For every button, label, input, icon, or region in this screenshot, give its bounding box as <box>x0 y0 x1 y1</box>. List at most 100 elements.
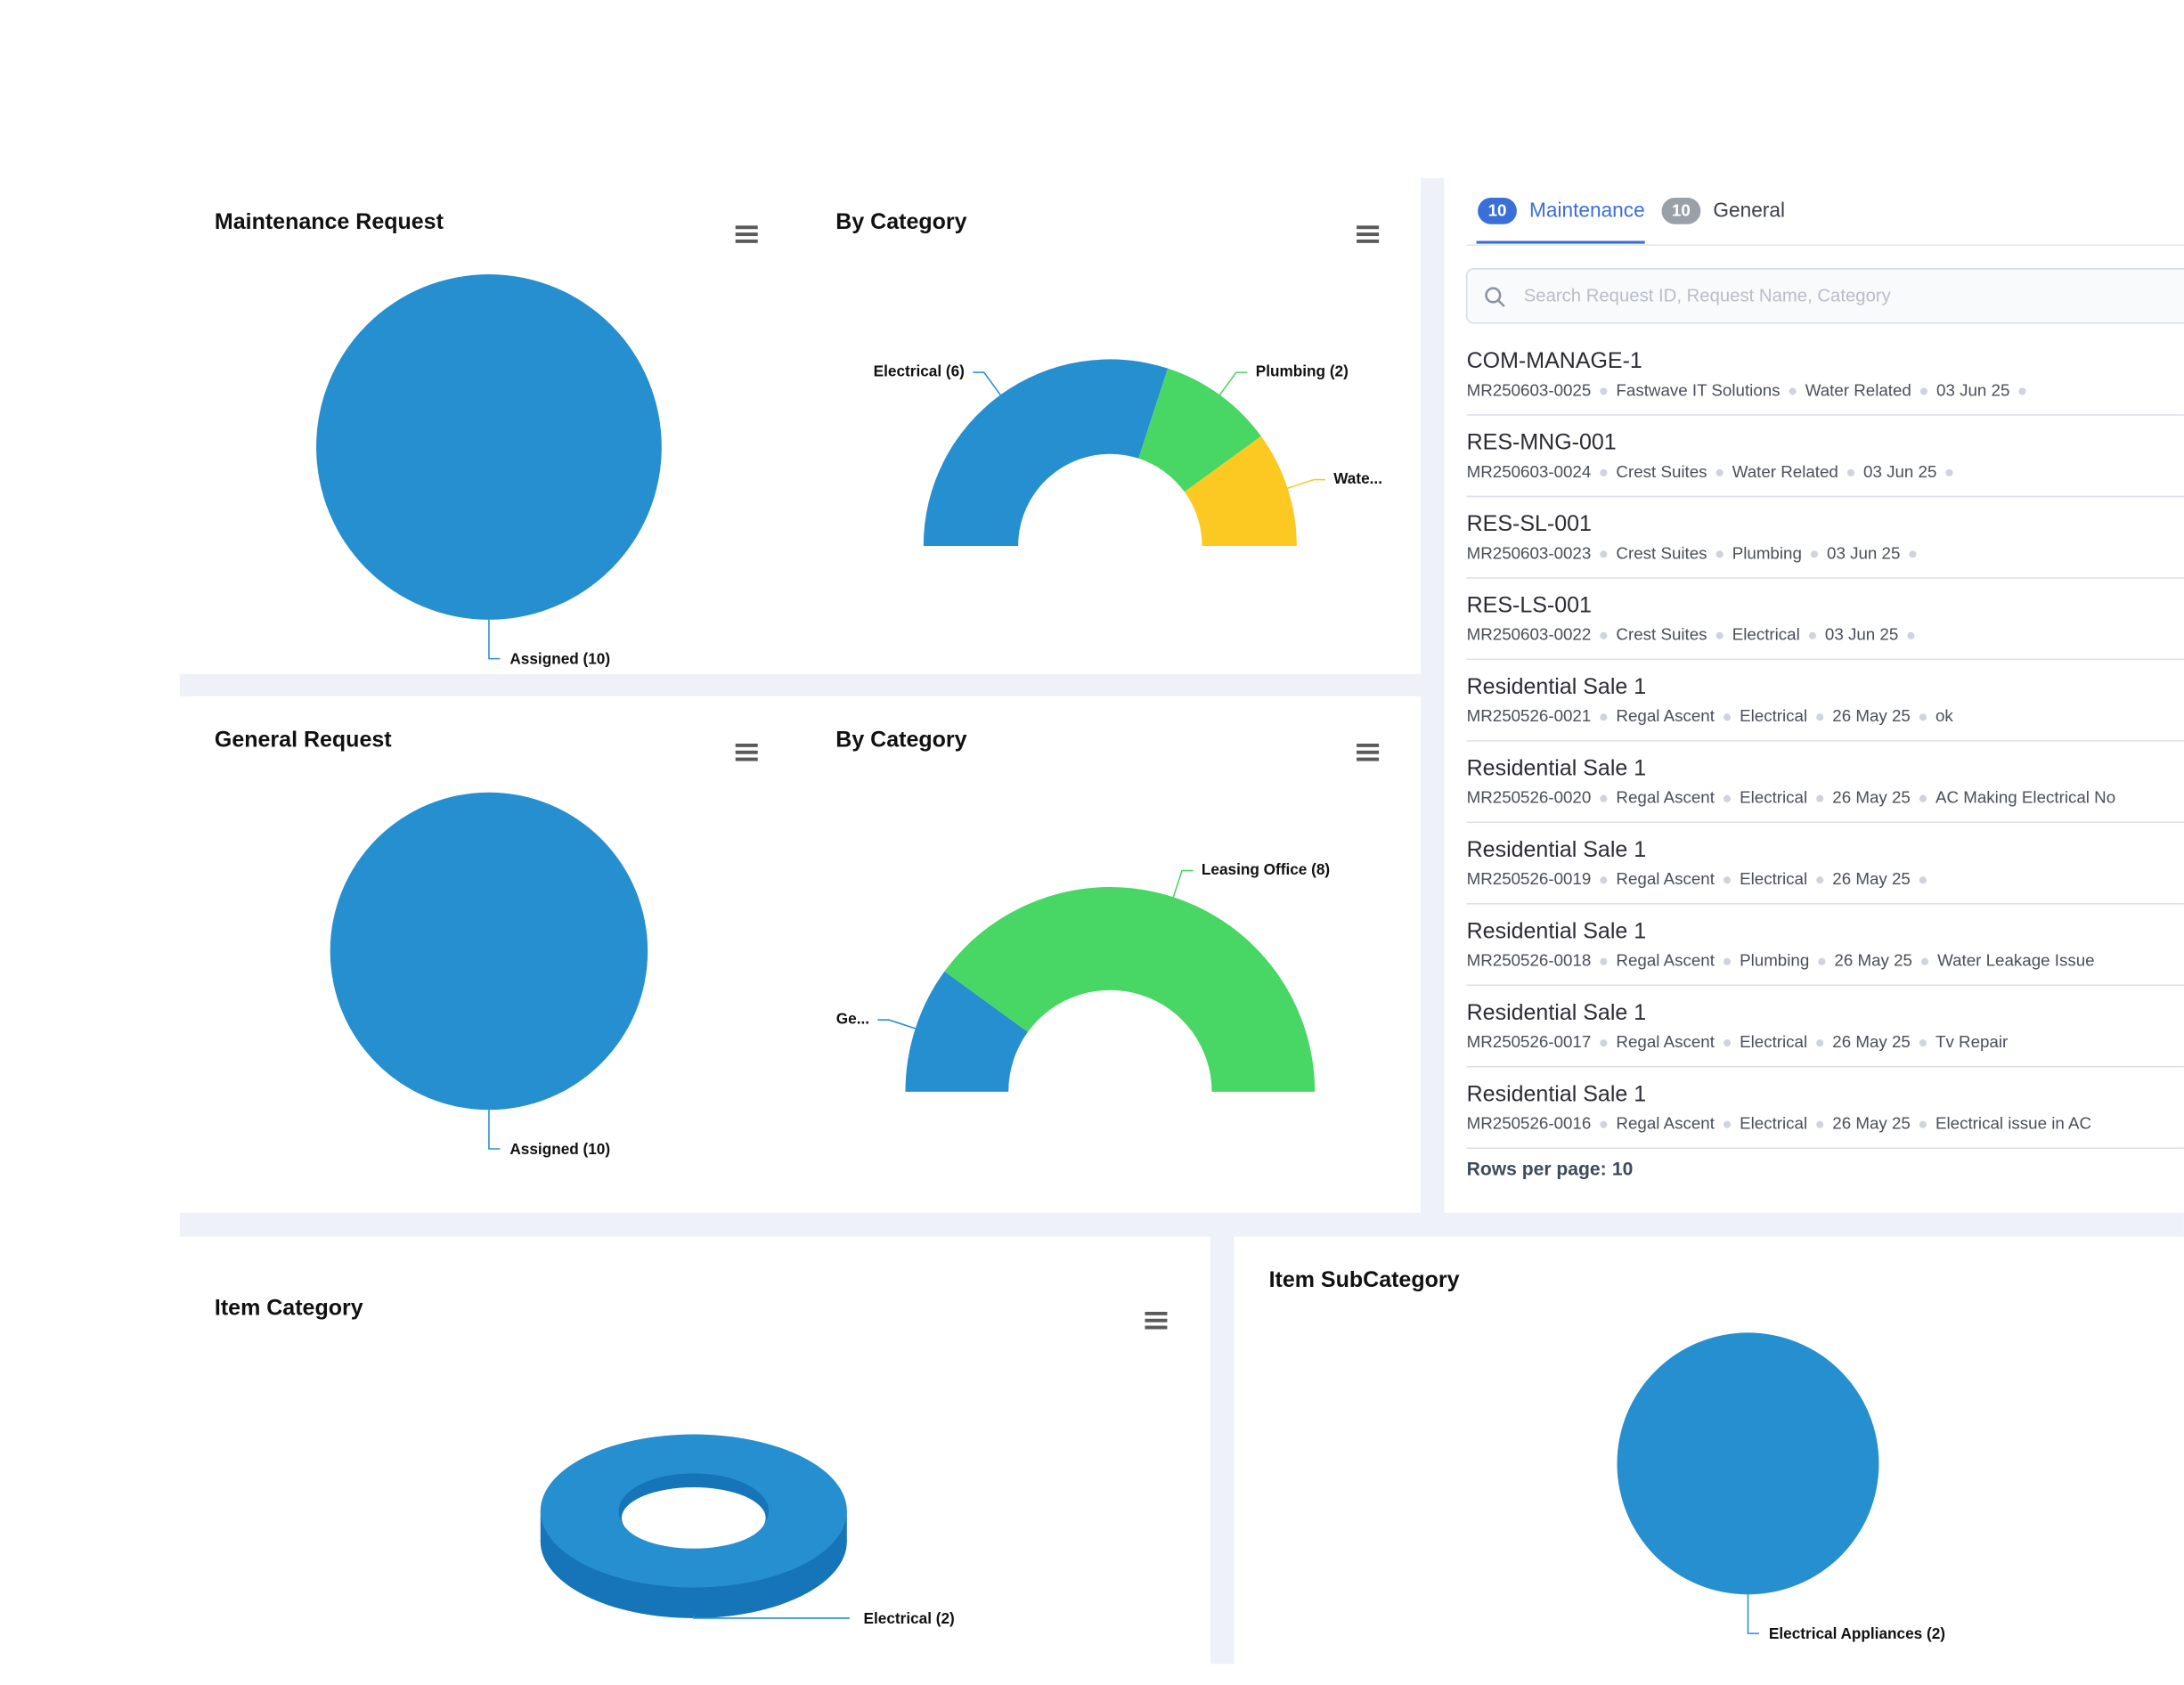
menu-icon[interactable] <box>1357 225 1380 243</box>
chart-title: By Category <box>835 209 966 234</box>
row-meta: 26 May 25 <box>1832 788 1911 807</box>
separator-dot <box>1723 957 1732 965</box>
leader-line <box>877 1019 916 1030</box>
row-meta: 03 Jun 25 <box>1825 625 1898 644</box>
separator-dot <box>1919 876 1927 884</box>
rows-per-page: Rows per page: 10 <box>1467 1159 1634 1179</box>
separator-dot <box>2018 387 2026 395</box>
row-meta: Electrical <box>1740 869 1807 888</box>
separator-dot <box>1715 468 1724 476</box>
search-box[interactable] <box>1465 268 2184 324</box>
row-meta: ok <box>1935 706 1953 725</box>
separator-dot <box>1723 1039 1732 1047</box>
row-meta: Plumbing <box>1732 543 1802 562</box>
leader-line <box>1287 478 1325 489</box>
separator-dot <box>1723 794 1732 802</box>
separator-dot <box>1600 468 1608 476</box>
row-title[interactable]: Residential Sale 1 <box>1467 1081 1647 1106</box>
row-title[interactable]: RES-LS-001 <box>1467 593 1592 618</box>
row-meta: MR250526-0021 <box>1467 706 1592 725</box>
separator-dot <box>1600 631 1608 639</box>
tab-label[interactable]: General <box>1713 199 1785 222</box>
leader-line <box>1172 869 1194 898</box>
row-meta: Regal Ascent <box>1616 951 1715 970</box>
donut-segment <box>905 971 1028 1092</box>
data-label: Leasing Office (8) <box>1202 860 1330 878</box>
separator-dot <box>1816 1120 1824 1128</box>
separator-dot <box>1723 713 1732 721</box>
row-title[interactable]: Residential Sale 1 <box>1467 674 1647 699</box>
tab-badge[interactable] <box>1478 198 1517 224</box>
row-meta: Regal Ascent <box>1616 788 1715 807</box>
separator-dot <box>1600 1039 1608 1047</box>
separator-dot <box>1810 550 1819 558</box>
search-icon <box>1485 287 1505 307</box>
row-meta: Electrical <box>1740 788 1807 807</box>
row-title[interactable]: COM-MANAGE-1 <box>1467 348 1642 373</box>
separator-dot <box>1600 876 1608 884</box>
menu-icon[interactable] <box>735 225 758 243</box>
leader-line <box>973 371 1001 395</box>
separator-dot <box>1808 631 1816 639</box>
card <box>1444 178 2184 1213</box>
separator-dot <box>1816 794 1824 802</box>
row-meta: Electrical <box>1740 1114 1807 1133</box>
row-meta: MR250526-0019 <box>1467 869 1592 888</box>
row-meta: Crest Suites <box>1616 543 1707 562</box>
row-title[interactable]: RES-SL-001 <box>1467 511 1592 536</box>
separator-dot <box>1723 1120 1732 1128</box>
separator-dot <box>1600 387 1608 395</box>
separator-dot <box>1945 468 1953 476</box>
data-label: Electrical (6) <box>874 362 965 380</box>
row-meta: 03 Jun 25 <box>1936 380 2009 399</box>
row-meta: Regal Ascent <box>1616 706 1715 725</box>
leader-line <box>1747 1594 1759 1634</box>
donut-hole <box>621 1486 766 1549</box>
row-meta: MR250526-0016 <box>1467 1114 1592 1133</box>
leader-line <box>488 619 501 660</box>
separator-dot <box>1600 794 1608 802</box>
separator-dot <box>1920 957 1929 965</box>
data-label: Electrical Appliances (2) <box>1769 1624 1945 1642</box>
chart-title: Item Category <box>215 1295 363 1320</box>
row-meta: Electrical <box>1740 706 1807 725</box>
row-meta: MR250603-0024 <box>1467 462 1592 481</box>
row-meta: 03 Jun 25 <box>1863 462 1936 481</box>
separator-dot <box>1816 1039 1824 1047</box>
separator-dot <box>1715 550 1724 558</box>
row-meta: Electrical <box>1732 625 1800 644</box>
separator-dot <box>1846 468 1855 476</box>
separator-dot <box>1600 550 1608 558</box>
row-title[interactable]: RES-MNG-001 <box>1467 430 1617 455</box>
row-title[interactable]: Residential Sale 1 <box>1467 1000 1647 1025</box>
menu-icon[interactable] <box>735 743 758 761</box>
row-meta: 26 May 25 <box>1832 1114 1911 1133</box>
chart-title: Item SubCategory <box>1269 1267 1460 1292</box>
data-label: Electrical (2) <box>864 1609 955 1627</box>
data-label: Wate... <box>1333 469 1382 487</box>
row-meta: MR250526-0020 <box>1467 788 1592 807</box>
data-label: Ge... <box>836 1010 869 1028</box>
separator-dot <box>1600 1120 1608 1128</box>
tab-label[interactable]: Maintenance <box>1529 199 1645 222</box>
row-title[interactable]: Residential Sale 1 <box>1467 756 1647 781</box>
row-title[interactable]: Residential Sale 1 <box>1467 918 1647 943</box>
row-meta: 26 May 25 <box>1832 869 1911 888</box>
separator-dot <box>1907 631 1915 639</box>
rows-per-page-label: Rows per page: <box>1467 1159 1607 1179</box>
row-meta: Tv Repair <box>1935 1032 2008 1051</box>
row-title[interactable]: Residential Sale 1 <box>1467 837 1647 862</box>
row-meta: MR250526-0018 <box>1467 951 1592 970</box>
tab-badge[interactable] <box>1661 198 1701 224</box>
row-meta: Plumbing <box>1740 951 1809 970</box>
search-placeholder[interactable]: Search Request ID, Request Name, Categor… <box>1524 286 1892 305</box>
tab-underline <box>1476 240 1645 244</box>
tab-count[interactable]: 10 <box>1488 201 1507 220</box>
chart-title: General Request <box>215 727 392 752</box>
menu-icon[interactable] <box>1145 1311 1168 1330</box>
menu-icon[interactable] <box>1357 743 1380 761</box>
separator-dot <box>1816 713 1824 721</box>
tab-count[interactable]: 10 <box>1672 201 1691 220</box>
row-meta: MR250603-0023 <box>1467 543 1592 562</box>
